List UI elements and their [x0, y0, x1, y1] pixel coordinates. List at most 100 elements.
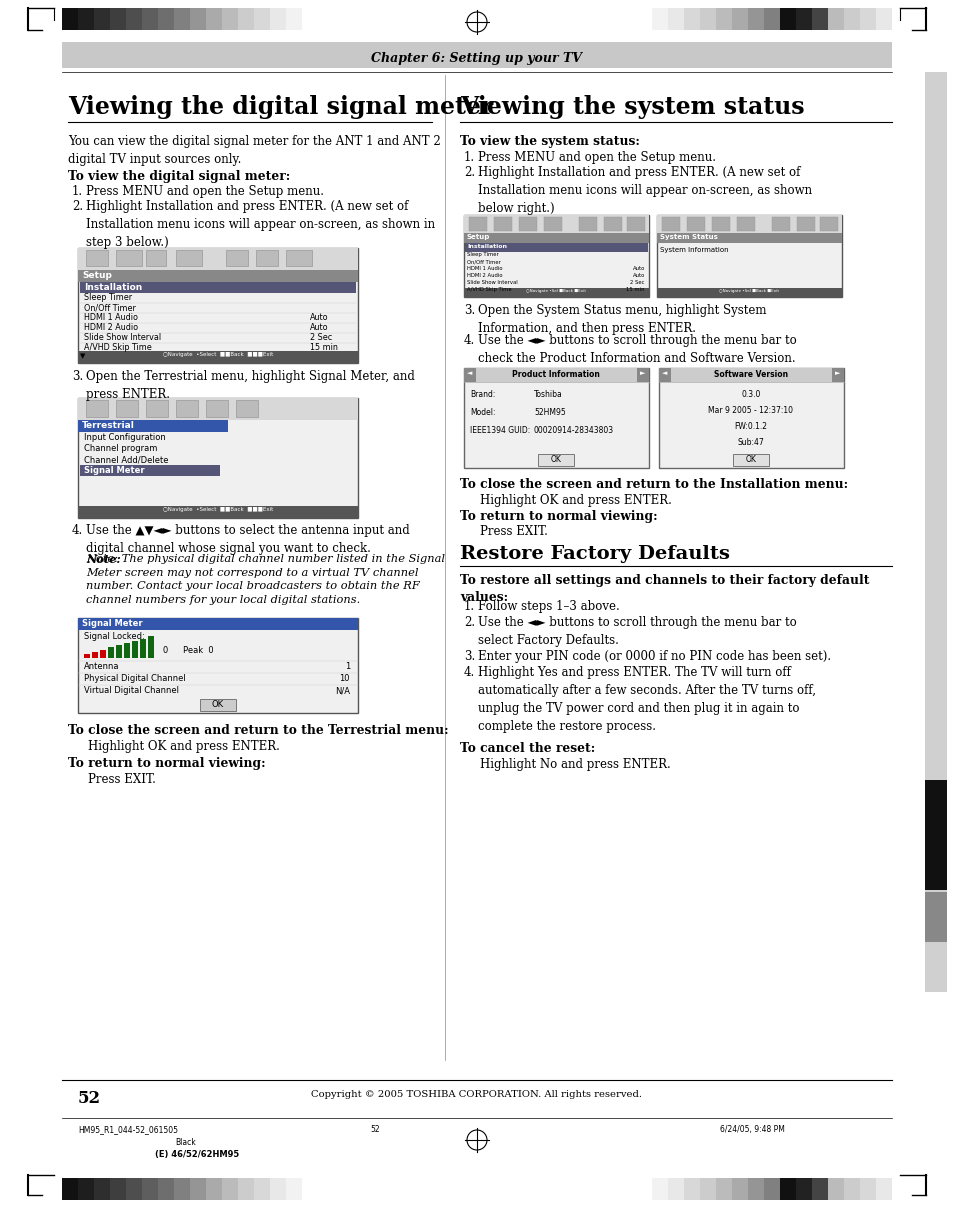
Text: Product Information: Product Information [512, 370, 599, 379]
Text: 0: 0 [163, 646, 168, 655]
Bar [142, 1178, 158, 1200]
Text: HDMI 1 Audio: HDMI 1 Audio [467, 267, 502, 271]
Text: Signal Meter: Signal Meter [82, 619, 143, 628]
Bar [190, 1178, 206, 1200]
Bar [226, 250, 248, 267]
Bar [78, 398, 357, 420]
Bar [78, 420, 228, 432]
Text: To view the system status:: To view the system status: [459, 135, 639, 148]
Text: Restore Factory Defaults: Restore Factory Defaults [459, 545, 729, 563]
Text: 52HM95: 52HM95 [534, 408, 565, 417]
Bar [657, 215, 841, 297]
Text: Peak  0: Peak 0 [183, 646, 213, 655]
Bar [62, 1178, 78, 1200]
Text: To return to normal viewing:: To return to normal viewing: [68, 757, 265, 769]
Bar [253, 1178, 270, 1200]
Text: On/Off Timer: On/Off Timer [467, 259, 500, 264]
Text: 15 min: 15 min [626, 287, 644, 292]
Bar [463, 215, 648, 233]
Text: Model:: Model: [470, 408, 495, 417]
Text: Highlight OK and press ENTER.: Highlight OK and press ENTER. [479, 494, 671, 507]
Bar [747, 1178, 763, 1200]
Text: 1.: 1. [463, 151, 475, 164]
Bar [140, 639, 146, 658]
Text: 1.: 1. [71, 185, 83, 198]
Text: A/VHD Skip Time: A/VHD Skip Time [467, 287, 511, 292]
Bar [827, 1178, 843, 1200]
Text: Auto: Auto [310, 323, 328, 332]
Text: Slide Show Interval: Slide Show Interval [84, 333, 161, 343]
Text: On/Off Timer: On/Off Timer [84, 303, 135, 312]
Bar [875, 1178, 891, 1200]
Text: 3.: 3. [463, 304, 475, 317]
Text: Copyright © 2005 TOSHIBA CORPORATION. All rights reserved.: Copyright © 2005 TOSHIBA CORPORATION. Al… [312, 1090, 641, 1099]
Bar [732, 453, 768, 466]
Text: Auto: Auto [632, 273, 644, 279]
Bar [731, 8, 747, 30]
Bar [463, 368, 476, 382]
Text: Highlight Yes and press ENTER. The TV will turn off
automatically after a few se: Highlight Yes and press ENTER. The TV wi… [477, 666, 815, 733]
Text: 1: 1 [344, 662, 350, 671]
Text: 52: 52 [78, 1090, 101, 1107]
Bar [62, 8, 78, 30]
Text: You can view the digital signal meter for the ANT 1 and ANT 2
digital TV input s: You can view the digital signal meter fo… [68, 135, 440, 166]
Text: Installation: Installation [84, 283, 142, 292]
Bar [924, 892, 946, 942]
Text: OK: OK [550, 455, 561, 464]
Text: ○Navigate •Sel ■Back ■Exit: ○Navigate •Sel ■Back ■Exit [525, 289, 585, 293]
Text: 10: 10 [339, 674, 350, 683]
Bar [237, 1178, 253, 1200]
Bar [875, 8, 891, 30]
Text: Sub:47: Sub:47 [737, 438, 763, 447]
Text: 2.: 2. [71, 200, 83, 213]
Bar [286, 1178, 302, 1200]
Text: ◄: ◄ [467, 370, 472, 376]
Text: IEEE1394 GUID:: IEEE1394 GUID: [470, 426, 530, 435]
Bar [737, 217, 754, 232]
Text: Use the ◄► buttons to scroll through the menu bar to
select Factory Defaults.: Use the ◄► buttons to scroll through the… [477, 616, 796, 646]
Text: To return to normal viewing:: To return to normal viewing: [459, 510, 657, 523]
Text: Black: Black [174, 1138, 195, 1147]
Text: Terrestrial: Terrestrial [82, 421, 134, 431]
Bar [494, 217, 512, 232]
Bar [78, 8, 94, 30]
Bar [657, 233, 841, 242]
Bar [286, 8, 302, 30]
Bar [148, 637, 153, 658]
Bar [711, 217, 729, 232]
Text: 2.: 2. [463, 166, 475, 178]
Text: Press EXIT.: Press EXIT. [479, 525, 547, 538]
Bar [747, 8, 763, 30]
Text: Toshiba: Toshiba [534, 390, 562, 399]
Bar [463, 215, 648, 297]
Text: Highlight No and press ENTER.: Highlight No and press ENTER. [479, 759, 670, 771]
Bar [132, 640, 138, 658]
Text: Software Version: Software Version [713, 370, 787, 379]
Text: To close the screen and return to the Terrestrial menu:: To close the screen and return to the Te… [68, 724, 448, 737]
Bar [763, 1178, 780, 1200]
Bar [86, 250, 108, 267]
Text: 4.: 4. [463, 666, 475, 679]
Text: HDMI 2 Audio: HDMI 2 Audio [467, 273, 502, 279]
Text: Signal Locked:: Signal Locked: [84, 632, 145, 642]
Bar [463, 288, 648, 297]
Text: A/VHD Skip Time: A/VHD Skip Time [84, 343, 152, 352]
Bar [91, 651, 98, 658]
Text: Press MENU and open the Setup menu.: Press MENU and open the Setup menu. [477, 151, 716, 164]
Bar [94, 8, 110, 30]
Bar [270, 1178, 286, 1200]
Bar [222, 8, 237, 30]
Bar [270, 8, 286, 30]
Text: Setup: Setup [467, 234, 490, 240]
Bar [173, 8, 190, 30]
Text: Use the ▲▼◄► buttons to select the antenna input and
digital channel whose signa: Use the ▲▼◄► buttons to select the anten… [86, 523, 410, 555]
Text: Auto: Auto [632, 267, 644, 271]
Text: Open the Terrestrial menu, highlight Signal Meter, and
press ENTER.: Open the Terrestrial menu, highlight Sig… [86, 370, 415, 402]
Text: HDMI 2 Audio: HDMI 2 Audio [84, 323, 138, 332]
Bar [126, 8, 142, 30]
Bar [820, 217, 837, 232]
Text: Channel Add/Delete: Channel Add/Delete [84, 455, 169, 464]
Text: Follow steps 1–3 above.: Follow steps 1–3 above. [477, 601, 619, 613]
Bar [78, 270, 357, 282]
Bar [795, 1178, 811, 1200]
